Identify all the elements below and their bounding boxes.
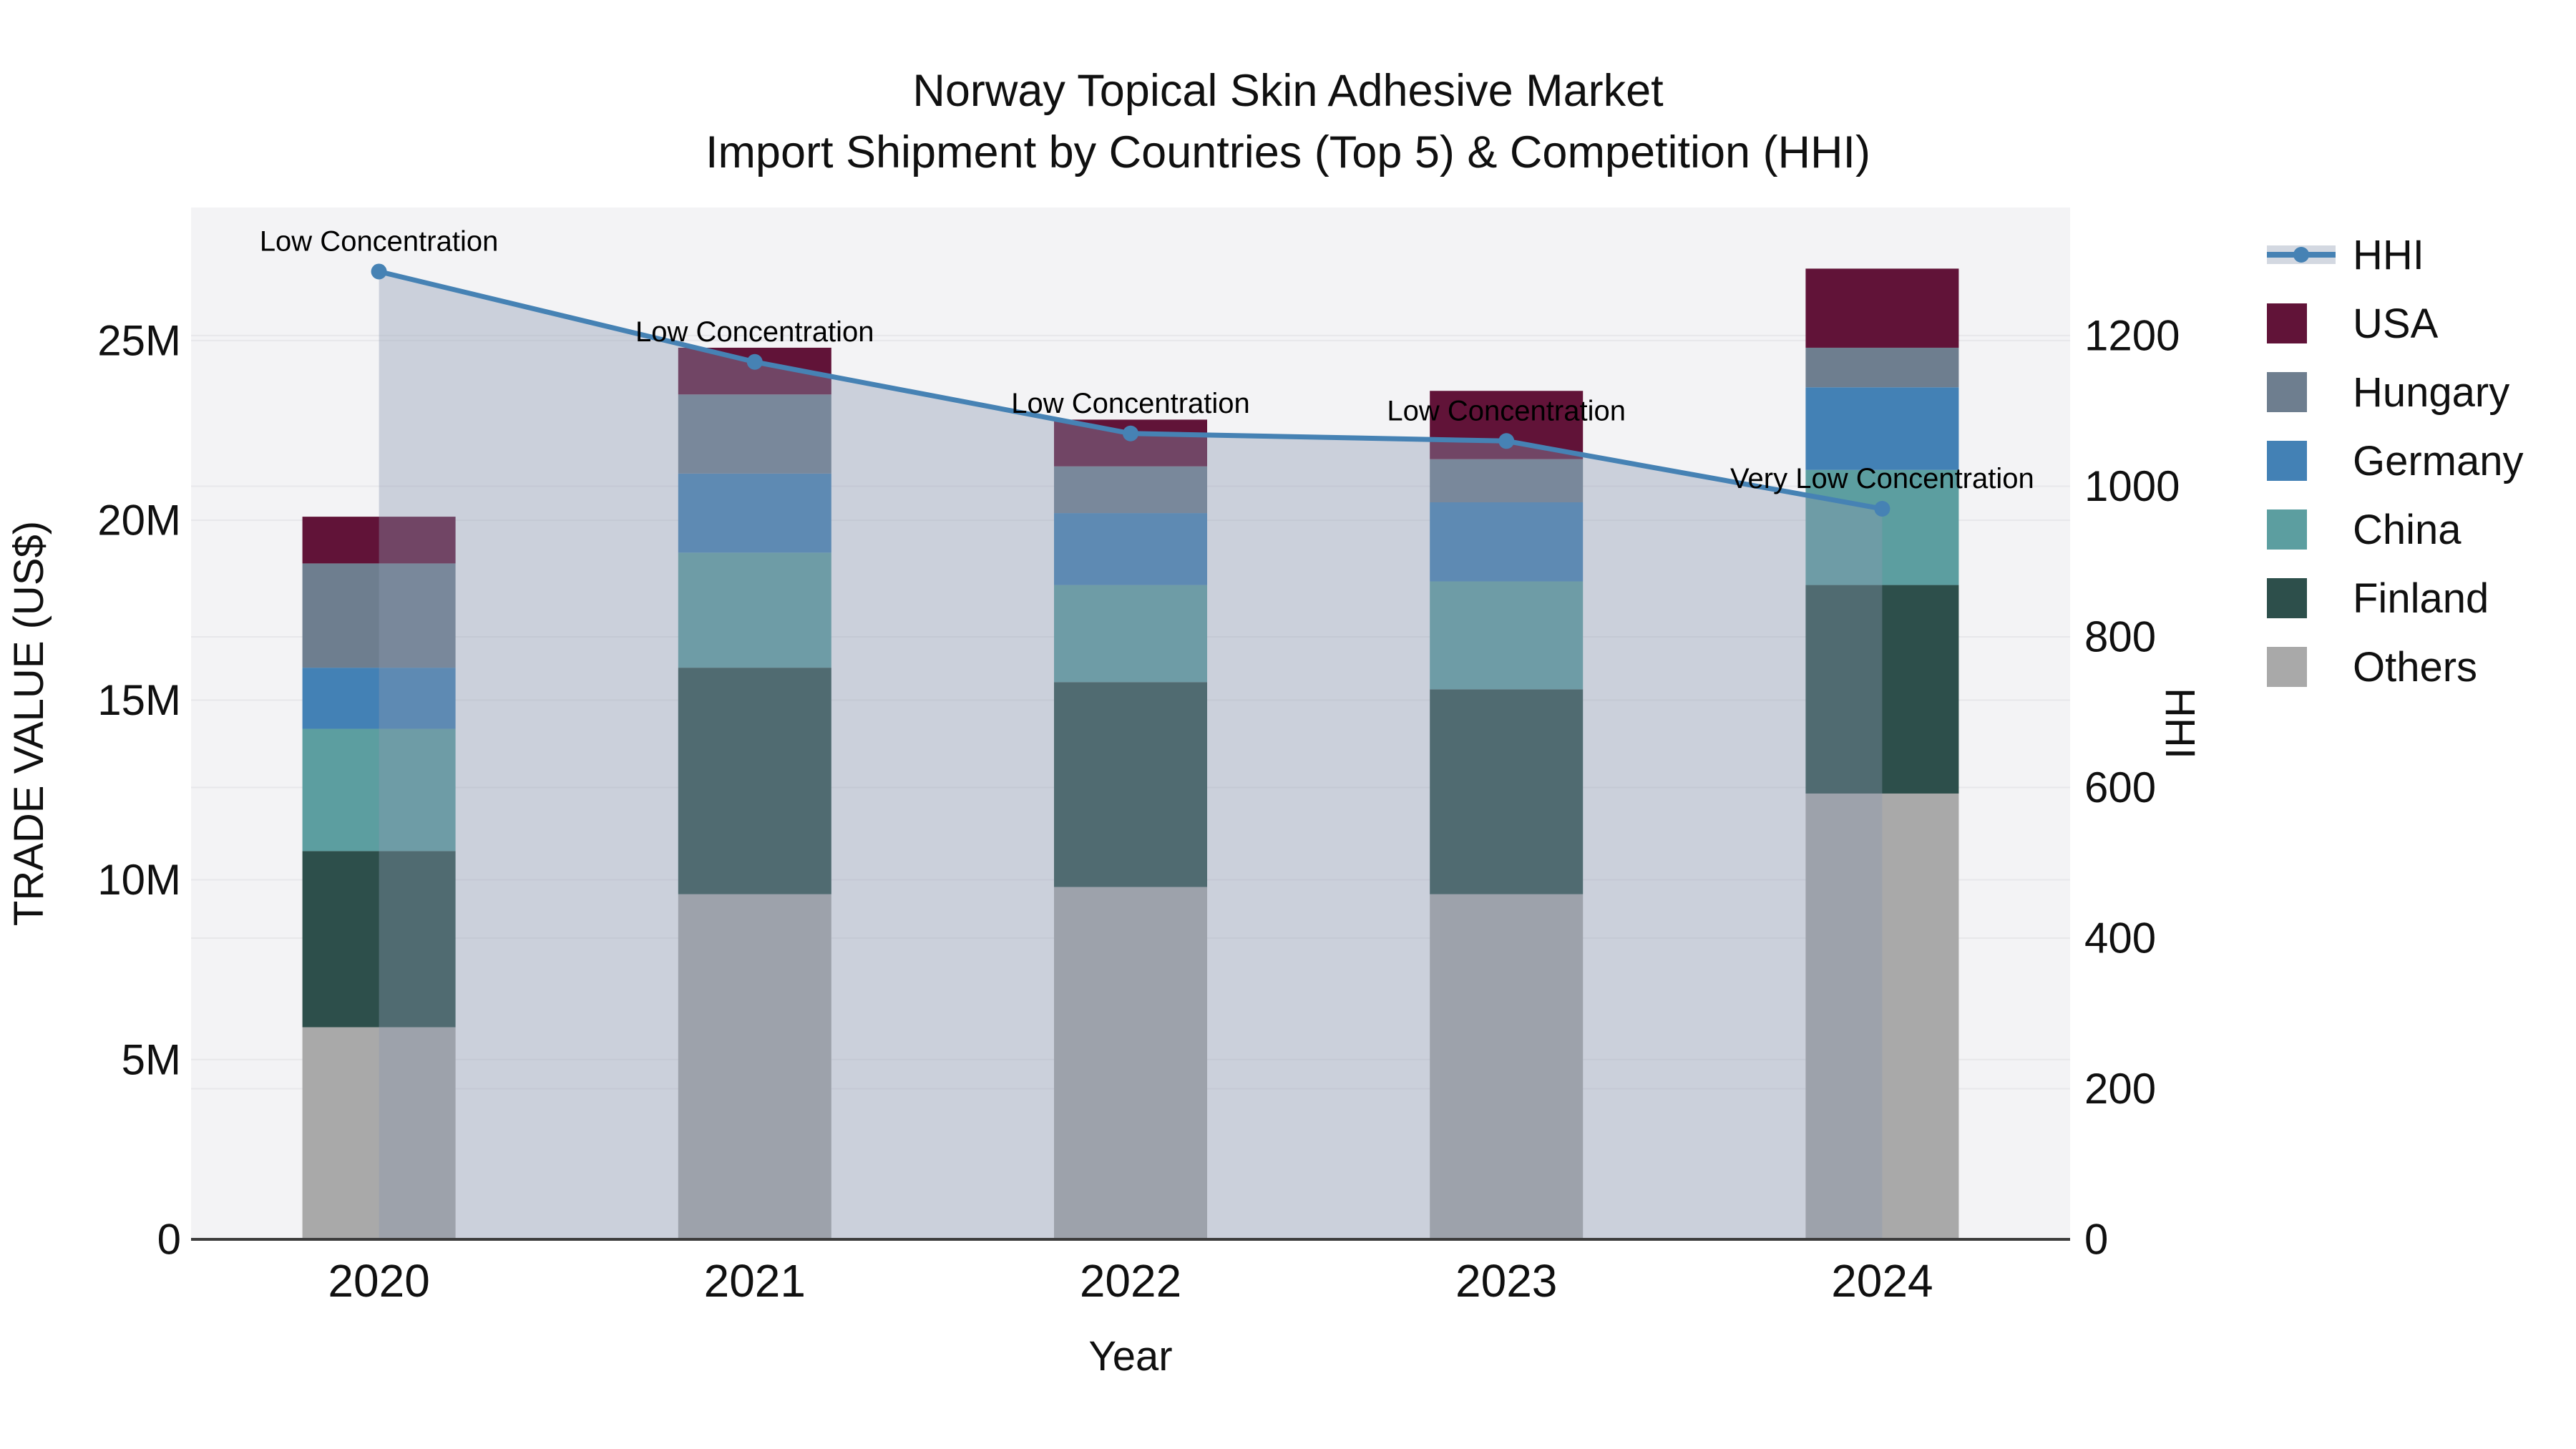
x-tick-label-2020: 2020: [328, 1255, 429, 1307]
bar-others-2022: [1054, 887, 1207, 1239]
bar-usa-2020: [302, 517, 456, 564]
bar-finland-2023: [1430, 689, 1584, 894]
right-tick-label: 1000: [2084, 462, 2180, 510]
bar-germany-2023: [1430, 502, 1584, 582]
hhi-marker-2021: [746, 353, 763, 370]
right-tick-label: 1200: [2084, 311, 2180, 359]
hhi-line-icon: [2267, 239, 2336, 270]
legend: HHI USA Hungary Germany China Finland Ot…: [2267, 220, 2524, 701]
germany-swatch-icon: [2267, 441, 2307, 481]
bar-hungary-2023: [1430, 459, 1584, 502]
legend-label-hungary: Hungary: [2353, 369, 2510, 416]
left-tick-label: 5M: [122, 1035, 181, 1083]
hhi-marker-sample: [2293, 247, 2309, 263]
hungary-swatch-icon: [2267, 372, 2307, 412]
china-swatch-icon: [2267, 509, 2307, 550]
left-tick-label: 15M: [97, 676, 181, 724]
legend-label-finland: Finland: [2353, 575, 2489, 622]
legend-item-finland[interactable]: Finland: [2267, 564, 2524, 633]
bar-hungary-2022: [1054, 466, 1207, 514]
bar-china-2020: [302, 728, 456, 852]
chart-title: Norway Topical Skin Adhesive Market Impo…: [0, 60, 2576, 183]
legend-label-usa: USA: [2353, 300, 2439, 347]
legend-item-hungary[interactable]: Hungary: [2267, 358, 2524, 426]
legend-item-germany[interactable]: Germany: [2267, 426, 2524, 495]
right-tick-label: 0: [2084, 1216, 2108, 1264]
hhi-marker-2020: [371, 263, 387, 280]
bar-others-2023: [1430, 894, 1584, 1239]
bar-others-2021: [678, 894, 831, 1239]
annotation-2024: Very Low Concentration: [1730, 463, 2034, 494]
chart-title-line2: Import Shipment by Countries (Top 5) & C…: [705, 127, 1871, 177]
bar-finland-2021: [678, 668, 831, 894]
annotation-2022: Low Concentration: [1011, 388, 1250, 419]
x-tick-label-2024: 2024: [1831, 1255, 1933, 1307]
bar-others-2020: [302, 1027, 456, 1239]
bar-finland-2022: [1054, 682, 1207, 887]
hhi-marker-2022: [1123, 425, 1138, 441]
bar-finland-2024: [1805, 585, 1959, 794]
bar-hungary-2020: [302, 563, 456, 668]
bar-usa-2024: [1805, 268, 1959, 348]
right-tick-label: 600: [2084, 763, 2156, 811]
bar-hungary-2021: [678, 394, 831, 474]
left-tick-label: 20M: [97, 497, 181, 545]
legend-label-others: Others: [2353, 643, 2478, 691]
x-tick-label-2022: 2022: [1080, 1255, 1181, 1307]
bar-china-2021: [678, 552, 831, 668]
chart-title-line1: Norway Topical Skin Adhesive Market: [912, 66, 1664, 116]
left-tick-label: 10M: [97, 856, 181, 904]
bar-finland-2020: [302, 851, 456, 1028]
annotation-2023: Low Concentration: [1387, 395, 1626, 426]
annotation-2020: Low Concentration: [260, 225, 499, 257]
bar-hungary-2024: [1805, 347, 1959, 388]
annotation-2021: Low Concentration: [635, 316, 874, 348]
others-swatch-icon: [2267, 647, 2307, 687]
right-tick-label: 800: [2084, 613, 2156, 660]
legend-item-usa[interactable]: USA: [2267, 289, 2524, 358]
right-tick-label: 400: [2084, 914, 2156, 962]
legend-label-china: China: [2353, 506, 2462, 553]
bar-china-2024: [1805, 469, 1959, 585]
hhi-marker-2024: [1874, 501, 1890, 517]
legend-item-hhi[interactable]: HHI: [2267, 220, 2524, 289]
left-tick-label: 0: [157, 1216, 181, 1264]
left-axis-title: TRADE VALUE (US$): [6, 520, 52, 927]
hhi-area: [379, 271, 1883, 1239]
legend-label-hhi: HHI: [2353, 231, 2424, 278]
bar-china-2022: [1054, 585, 1207, 683]
bar-germany-2021: [678, 473, 831, 553]
usa-swatch-icon: [2267, 303, 2307, 343]
bar-others-2024: [1805, 793, 1959, 1239]
x-tick-label-2023: 2023: [1455, 1255, 1557, 1307]
x-tick-label-2021: 2021: [704, 1255, 806, 1307]
legend-item-china[interactable]: China: [2267, 495, 2524, 564]
bar-germany-2024: [1805, 387, 1959, 470]
bar-germany-2022: [1054, 513, 1207, 585]
bar-china-2023: [1430, 581, 1584, 690]
legend-item-others[interactable]: Others: [2267, 633, 2524, 701]
finland-swatch-icon: [2267, 578, 2307, 618]
legend-label-germany: Germany: [2353, 437, 2524, 484]
right-tick-label: 200: [2084, 1065, 2156, 1113]
right-axis-title: HHI: [2157, 688, 2203, 759]
x-axis-title: Year: [1088, 1333, 1173, 1380]
bar-germany-2020: [302, 668, 456, 729]
left-tick-label: 25M: [97, 316, 181, 364]
hhi-marker-2023: [1498, 433, 1515, 449]
